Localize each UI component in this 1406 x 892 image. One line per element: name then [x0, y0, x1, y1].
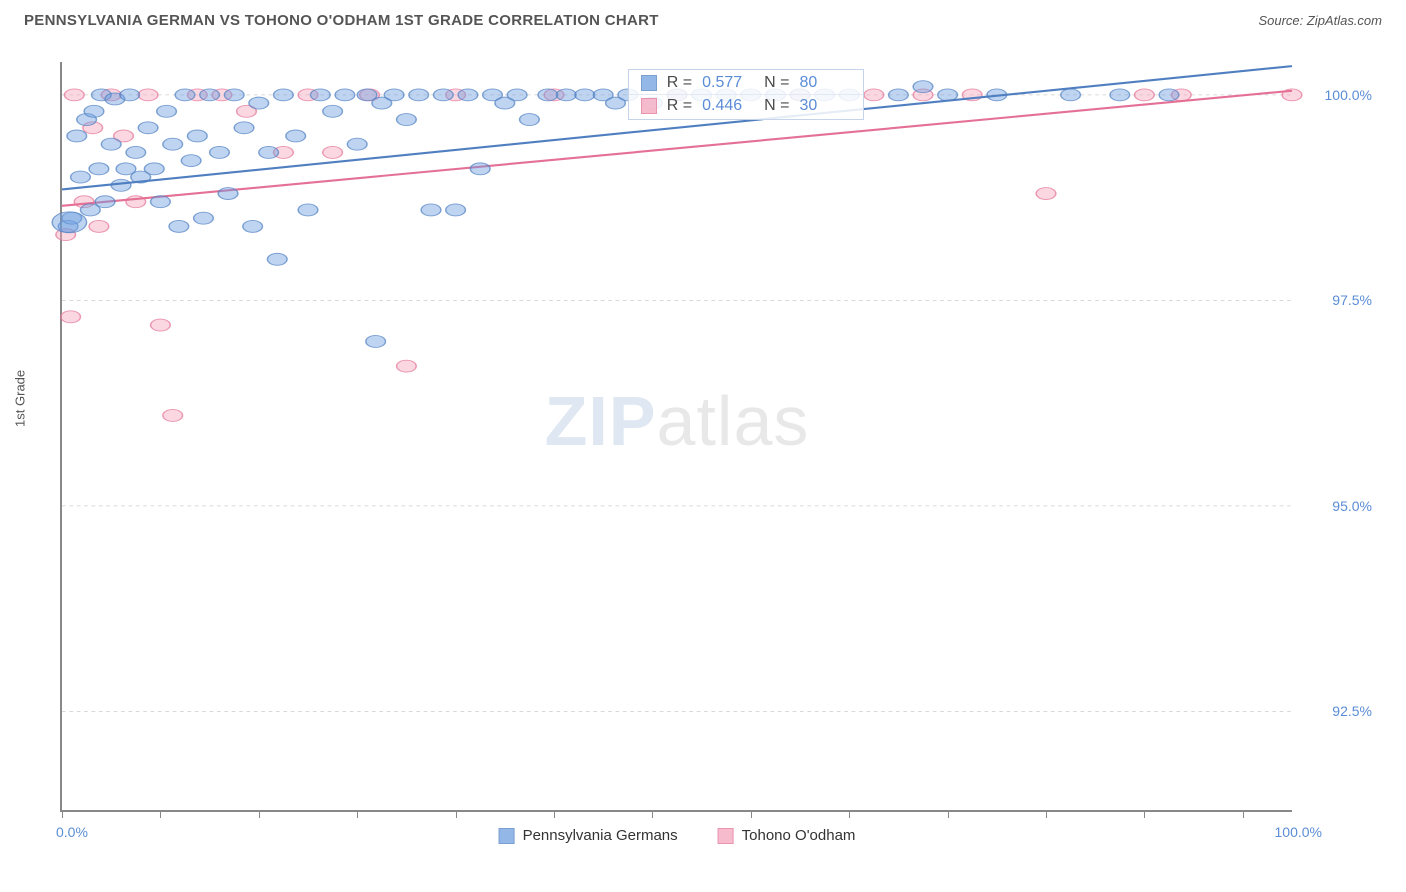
x-tick: [160, 810, 161, 818]
plot-area: ZIPatlas R = 0.577 N = 80 R = 0.446 N = …: [60, 62, 1292, 812]
stat-n-label: N =: [764, 97, 789, 115]
x-tick: [259, 810, 260, 818]
x-tick: [948, 810, 949, 818]
legend-swatch-to-icon: [718, 828, 734, 844]
swatch-to-icon: [641, 98, 657, 114]
series-legend: Pennsylvania Germans Tohono O'odham: [499, 827, 856, 844]
legend-label-to: Tohono O'odham: [742, 827, 856, 844]
legend-label-pg: Pennsylvania Germans: [523, 827, 678, 844]
x-tick: [1046, 810, 1047, 818]
x-tick: [652, 810, 653, 818]
y-tick-label: 92.5%: [1300, 703, 1372, 719]
stats-row-to: R = 0.446 N = 30: [629, 94, 864, 117]
plot-svg: [62, 62, 1292, 810]
source-label: Source: ZipAtlas.com: [1258, 13, 1382, 28]
legend-item-pg: Pennsylvania Germans: [499, 827, 678, 844]
stat-n-pg: 80: [799, 74, 851, 92]
x-tick: [554, 810, 555, 818]
correlation-stats-box: R = 0.577 N = 80 R = 0.446 N = 30: [628, 69, 865, 120]
y-axis-title: 1st Grade: [13, 370, 28, 427]
y-tick-label: 100.0%: [1300, 87, 1372, 103]
x-tick: [357, 810, 358, 818]
stat-n-label: N =: [764, 74, 789, 92]
x-max-label: 100.0%: [1275, 824, 1322, 840]
stats-row-pg: R = 0.577 N = 80: [629, 72, 864, 94]
x-tick: [751, 810, 752, 818]
legend-item-to: Tohono O'odham: [718, 827, 856, 844]
stat-r-label: R =: [667, 97, 692, 115]
x-tick: [456, 810, 457, 818]
source-prefix: Source:: [1258, 13, 1306, 28]
x-tick: [62, 810, 63, 818]
stat-n-to: 30: [799, 97, 851, 115]
y-tick-label: 95.0%: [1300, 498, 1372, 514]
legend-swatch-pg-icon: [499, 828, 515, 844]
x-min-label: 0.0%: [56, 824, 88, 840]
x-tick: [1144, 810, 1145, 818]
chart-container: 1st Grade ZIPatlas R = 0.577 N = 80 R = …: [24, 44, 1382, 852]
y-tick-label: 97.5%: [1300, 292, 1372, 308]
stat-r-pg: 0.577: [702, 74, 754, 92]
swatch-pg-icon: [641, 75, 657, 91]
chart-title: PENNSYLVANIA GERMAN VS TOHONO O'ODHAM 1S…: [24, 12, 659, 29]
stat-r-to: 0.446: [702, 97, 754, 115]
x-tick: [1243, 810, 1244, 818]
source-name: ZipAtlas.com: [1307, 13, 1382, 28]
stat-r-label: R =: [667, 74, 692, 92]
x-tick: [849, 810, 850, 818]
